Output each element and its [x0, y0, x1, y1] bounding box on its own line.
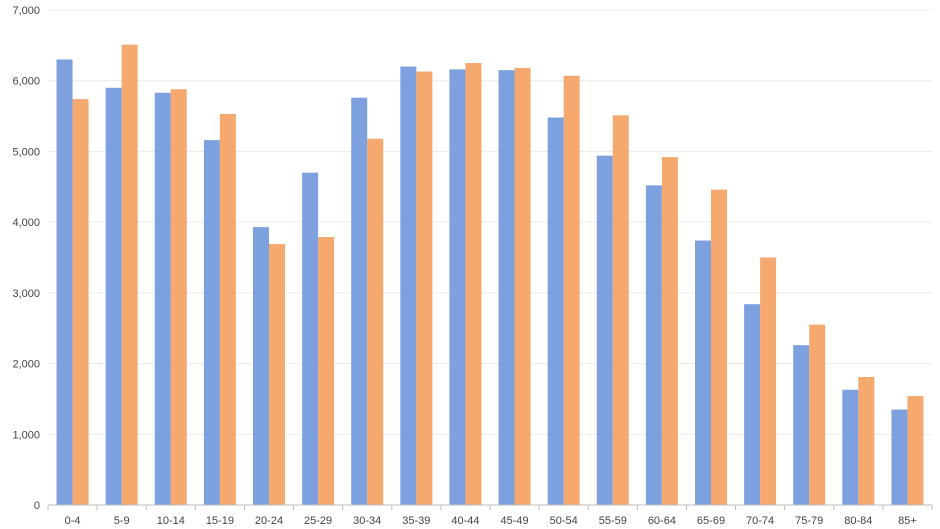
x-tick-label: 20-24: [255, 515, 283, 527]
bar-series-1: [56, 59, 73, 505]
y-tick-label: 1,000: [12, 429, 40, 441]
bar-series-2: [318, 236, 335, 505]
x-tick-label: 25-29: [304, 515, 332, 527]
bar-series-1: [842, 389, 859, 505]
gridlines: [48, 9, 932, 435]
bar-series-2: [72, 99, 89, 505]
x-tick-label: 15-19: [206, 515, 234, 527]
y-tick-label: 4,000: [12, 217, 40, 229]
bar-series-2: [269, 244, 285, 506]
y-tick-label: 5,000: [12, 146, 40, 158]
bar-series-2: [612, 115, 629, 505]
y-tick-label: 3,000: [12, 288, 40, 300]
bar-series-1: [547, 117, 564, 505]
x-tick-label: 65-69: [697, 515, 725, 527]
bar-series-2: [563, 75, 580, 505]
bar-series-1: [744, 304, 761, 505]
x-axis: 0-4 5-9 10-14 15-19 20-24 25-29 30-34 35-39 40-4…: [47, 504, 933, 527]
x-tick-label: 75-79: [795, 515, 823, 527]
x-tick-label: 55-59: [599, 515, 627, 527]
bar-series-2: [514, 67, 531, 505]
x-tick-label: 30-34: [353, 515, 381, 527]
bar-series-1: [253, 227, 269, 506]
x-tick-label: 80-84: [844, 515, 872, 527]
x-tick-label: 60-64: [648, 515, 676, 527]
bar-series-1: [891, 409, 908, 505]
bar-series-2: [219, 113, 236, 505]
bar-series-1: [400, 66, 417, 506]
bars: [56, 44, 924, 506]
x-tick-label: 50-54: [550, 515, 578, 527]
x-tick-label: 45-49: [500, 515, 528, 527]
y-tick-label: 0: [34, 500, 40, 512]
bar-series-2: [907, 396, 924, 505]
bar-series-2: [465, 63, 482, 506]
y-tick-label: 2,000: [12, 359, 40, 371]
x-tick-label: 70-74: [746, 515, 774, 527]
x-tick-label: 10-14: [157, 515, 185, 527]
y-tick-label: 6,000: [12, 76, 40, 88]
bar-series-2: [367, 138, 384, 505]
bar-series-1: [498, 70, 515, 505]
bar-series-2: [170, 89, 187, 505]
bar-series-1: [645, 185, 662, 505]
bar-series-1: [695, 240, 711, 505]
bar-series-2: [416, 71, 433, 506]
bar-series-1: [203, 140, 220, 505]
x-tick-label: 85+: [898, 515, 917, 527]
x-tick-label: 40-44: [451, 515, 479, 527]
y-tick-label: 7,000: [12, 5, 40, 17]
y-axis: 0 1,000 2,000 3,000 4,000 5,000 6,000 7,000: [12, 5, 40, 512]
bar-series-1: [596, 155, 613, 505]
bar-series-1: [154, 92, 171, 505]
x-tick-label: 35-39: [402, 515, 430, 527]
bar-series-2: [711, 189, 727, 505]
bar-series-1: [302, 172, 319, 505]
x-tick-label: 0-4: [65, 515, 81, 527]
bar-series-1: [105, 87, 122, 506]
bar-series-2: [809, 324, 826, 505]
x-tick-label: 5-9: [114, 515, 130, 527]
bar-series-1: [351, 97, 368, 505]
bar-series-2: [760, 257, 777, 505]
bar-series-1: [449, 69, 466, 506]
bar-series-2: [121, 44, 138, 506]
bar-series-2: [661, 157, 678, 506]
bar-series-1: [793, 345, 810, 505]
bar-series-2: [858, 377, 875, 505]
